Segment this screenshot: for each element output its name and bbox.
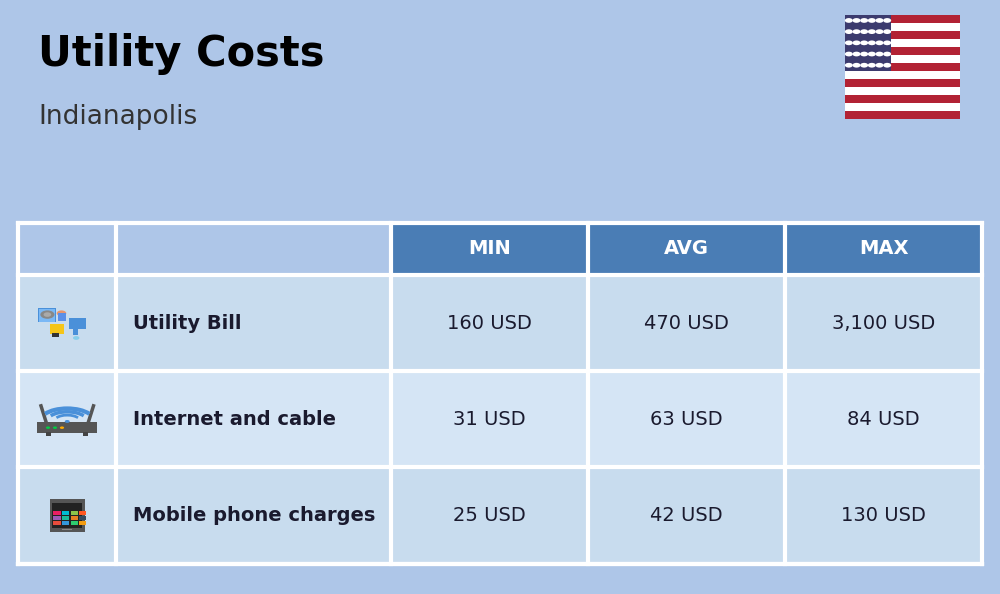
Circle shape <box>65 420 70 423</box>
Circle shape <box>860 29 868 34</box>
Text: 470 USD: 470 USD <box>644 314 729 333</box>
Bar <box>79 516 86 520</box>
Circle shape <box>46 426 50 429</box>
Circle shape <box>868 52 876 56</box>
Circle shape <box>868 18 876 23</box>
Circle shape <box>53 426 57 429</box>
Bar <box>845 15 960 23</box>
Circle shape <box>852 40 860 45</box>
Circle shape <box>860 18 868 23</box>
Circle shape <box>876 52 884 56</box>
Text: 42 USD: 42 USD <box>650 506 723 525</box>
Bar <box>18 275 982 371</box>
Bar <box>62 521 69 525</box>
Text: Utility Costs: Utility Costs <box>38 33 324 75</box>
Circle shape <box>852 18 860 23</box>
Circle shape <box>876 18 884 23</box>
Circle shape <box>868 63 876 68</box>
Bar <box>71 516 78 520</box>
Circle shape <box>868 40 876 45</box>
Text: AVG: AVG <box>664 239 709 258</box>
Bar <box>55 333 59 337</box>
Text: 25 USD: 25 USD <box>453 506 526 525</box>
Bar <box>71 511 78 515</box>
Circle shape <box>868 29 876 34</box>
Text: Mobile phone charges: Mobile phone charges <box>133 506 375 525</box>
Bar <box>50 324 64 334</box>
Circle shape <box>876 29 884 34</box>
Bar <box>71 521 78 525</box>
Bar <box>53 511 61 515</box>
Bar <box>845 95 960 103</box>
Bar <box>50 500 85 532</box>
Circle shape <box>845 29 853 34</box>
Bar <box>62 529 72 530</box>
Bar <box>391 223 588 275</box>
Bar <box>845 31 960 39</box>
Circle shape <box>883 40 891 45</box>
Circle shape <box>883 18 891 23</box>
Circle shape <box>845 52 853 56</box>
Bar <box>73 328 78 335</box>
Bar <box>845 111 960 119</box>
Circle shape <box>852 52 860 56</box>
Bar <box>18 467 982 564</box>
Bar <box>52 333 55 337</box>
Bar <box>62 516 69 520</box>
Bar <box>845 47 960 55</box>
Circle shape <box>845 40 853 45</box>
Bar <box>69 318 86 329</box>
Bar <box>18 371 982 467</box>
Bar <box>46 432 51 436</box>
Bar <box>62 511 69 515</box>
Text: 84 USD: 84 USD <box>847 410 920 429</box>
Text: Internet and cable: Internet and cable <box>133 410 336 429</box>
Text: 31 USD: 31 USD <box>453 410 526 429</box>
Bar <box>53 521 61 525</box>
Circle shape <box>860 63 868 68</box>
Circle shape <box>44 312 51 317</box>
Text: 130 USD: 130 USD <box>841 506 926 525</box>
Circle shape <box>876 63 884 68</box>
Circle shape <box>845 18 853 23</box>
Bar <box>79 511 86 515</box>
Bar <box>53 516 61 520</box>
Bar <box>38 308 56 322</box>
Bar <box>588 223 785 275</box>
Circle shape <box>860 40 868 45</box>
Bar <box>83 432 88 436</box>
Circle shape <box>883 29 891 34</box>
Bar <box>79 521 86 525</box>
Text: MIN: MIN <box>468 239 511 258</box>
Bar <box>18 223 116 275</box>
Bar <box>39 309 55 321</box>
Text: 63 USD: 63 USD <box>650 410 723 429</box>
Circle shape <box>876 40 884 45</box>
Bar <box>785 223 982 275</box>
Circle shape <box>845 63 853 68</box>
Circle shape <box>883 63 891 68</box>
Circle shape <box>852 63 860 68</box>
Bar <box>37 422 97 433</box>
Bar <box>845 15 891 71</box>
Text: MAX: MAX <box>859 239 908 258</box>
Circle shape <box>860 52 868 56</box>
Bar <box>58 313 66 321</box>
Circle shape <box>57 311 66 316</box>
Text: Indianapolis: Indianapolis <box>38 104 197 130</box>
Circle shape <box>73 336 79 340</box>
Text: 3,100 USD: 3,100 USD <box>832 314 935 333</box>
Bar <box>845 79 960 87</box>
Bar <box>845 15 960 119</box>
Bar <box>845 63 960 71</box>
Text: 160 USD: 160 USD <box>447 314 532 333</box>
Bar <box>52 503 82 528</box>
Circle shape <box>40 311 54 319</box>
Circle shape <box>883 52 891 56</box>
Circle shape <box>852 29 860 34</box>
Circle shape <box>60 426 64 429</box>
Bar <box>116 223 391 275</box>
Text: Utility Bill: Utility Bill <box>133 314 241 333</box>
